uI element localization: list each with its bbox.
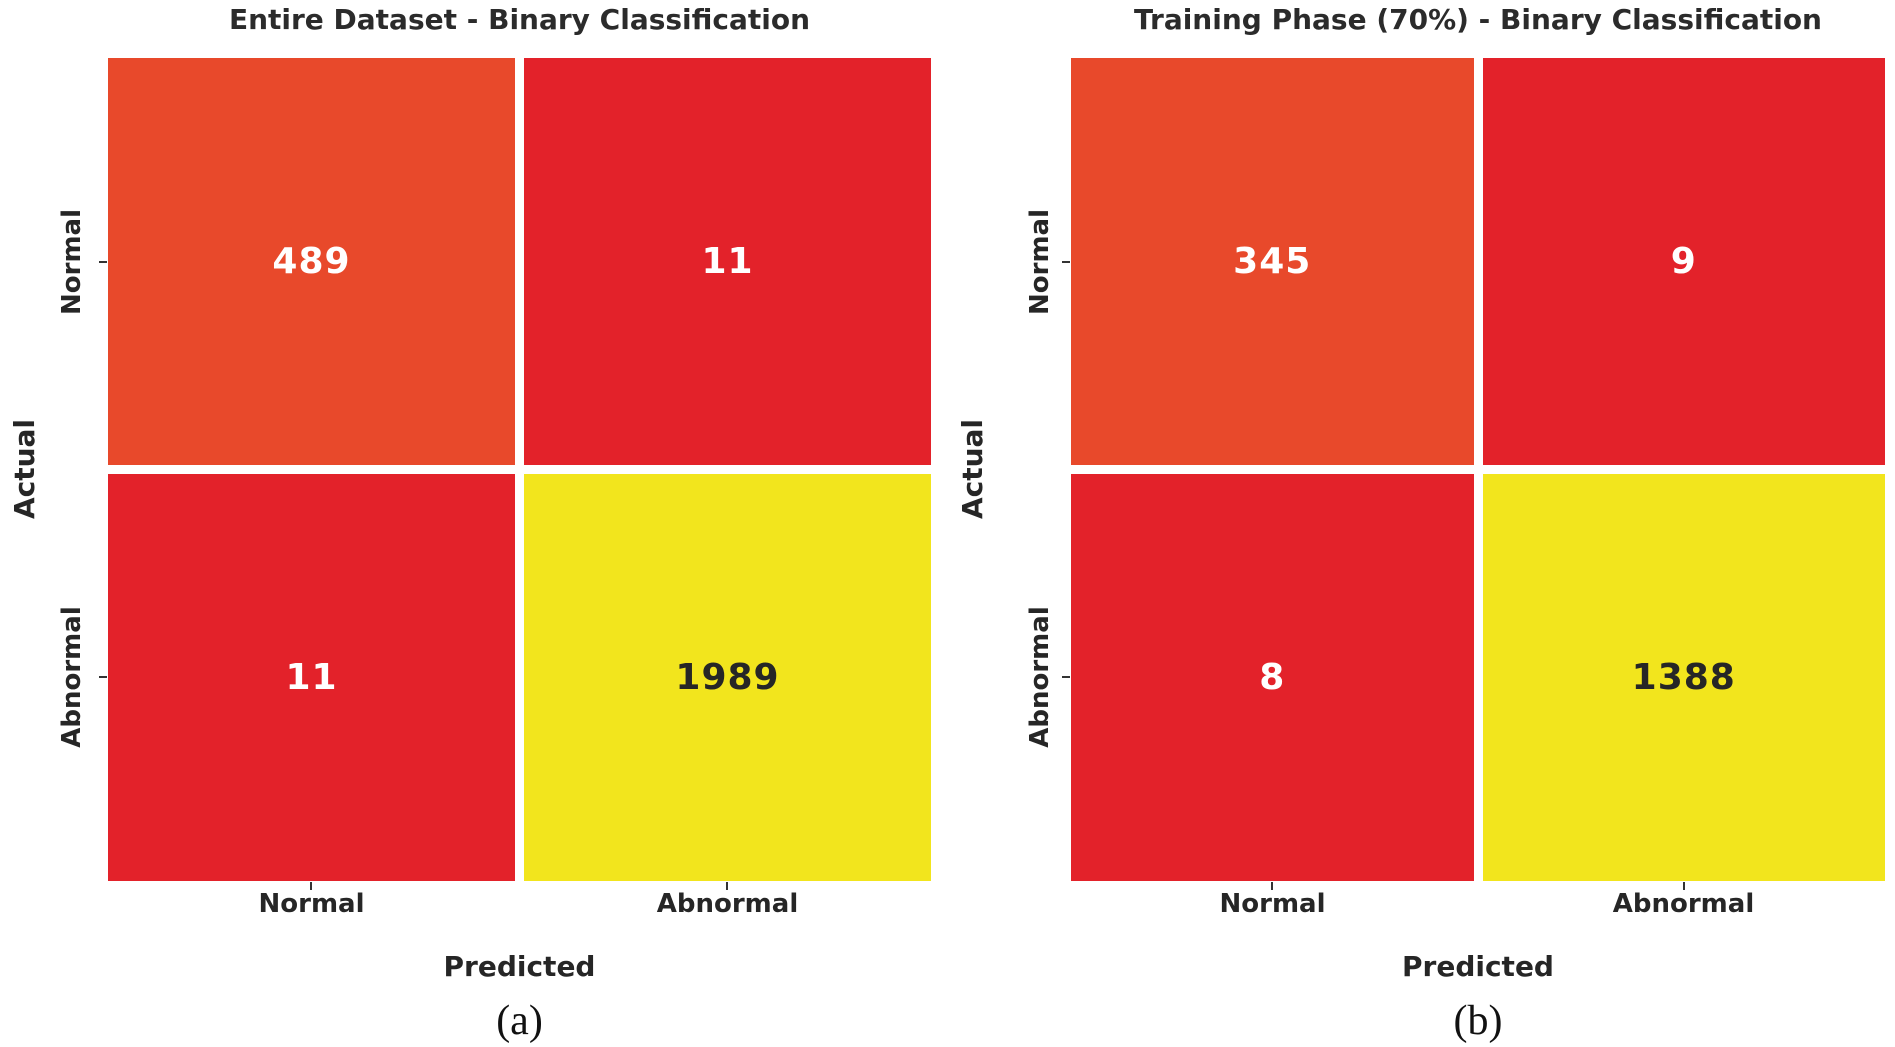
panel-a-heatmap: 489 11 11 1989 bbox=[108, 58, 931, 881]
panel-a-col-label-normal: Normal bbox=[258, 889, 365, 919]
panel-a-cell-abnormal-normal: 11 bbox=[108, 474, 515, 881]
panel-a-y-axis-title: Actual bbox=[8, 418, 41, 520]
panel-b-row-label-normal: Normal bbox=[1025, 209, 1055, 315]
panel-b-heatmap: 345 9 8 1388 bbox=[1071, 58, 1885, 881]
axis-tick bbox=[1271, 882, 1273, 890]
panel-a-row-label-normal: Normal bbox=[57, 209, 87, 315]
panel-b-x-axis-title: Predicted bbox=[1402, 950, 1554, 983]
panel-a-caption: (a) bbox=[496, 998, 543, 1044]
panel-a-cell-normal-normal: 489 bbox=[108, 58, 515, 465]
axis-tick bbox=[1062, 261, 1070, 263]
panel-a-x-axis-title: Predicted bbox=[443, 950, 596, 983]
panel-b-cell-abnormal-abnormal: 1388 bbox=[1482, 474, 1885, 881]
panel-b-cell-normal-normal: 345 bbox=[1071, 58, 1474, 465]
panel-b-col-label-abnormal: Abnormal bbox=[1612, 889, 1755, 919]
axis-tick bbox=[726, 882, 728, 890]
panel-b-y-axis-title: Actual bbox=[956, 418, 989, 520]
panel-b-cell-normal-abnormal: 9 bbox=[1482, 58, 1885, 465]
panel-a-cell-abnormal-abnormal: 1989 bbox=[524, 474, 931, 881]
panel-b-title: Training Phase (70%) - Binary Classifica… bbox=[1133, 3, 1822, 36]
axis-tick bbox=[99, 676, 107, 678]
panel-b-col-label-normal: Normal bbox=[1219, 889, 1326, 919]
panel-a-title: Entire Dataset - Binary Classification bbox=[228, 3, 811, 36]
panel-b-cell-abnormal-normal: 8 bbox=[1071, 474, 1474, 881]
panel-a-col-label-abnormal: Abnormal bbox=[656, 889, 799, 919]
panel-a-cell-normal-abnormal: 11 bbox=[524, 58, 931, 465]
panel-b-row-label-abnormal: Abnormal bbox=[1025, 606, 1055, 748]
axis-tick bbox=[310, 882, 312, 890]
axis-tick bbox=[1062, 676, 1070, 678]
axis-tick bbox=[99, 261, 107, 263]
panel-b-caption: (b) bbox=[1453, 998, 1503, 1044]
panel-a-row-label-abnormal: Abnormal bbox=[57, 606, 87, 748]
axis-tick bbox=[1683, 882, 1685, 890]
